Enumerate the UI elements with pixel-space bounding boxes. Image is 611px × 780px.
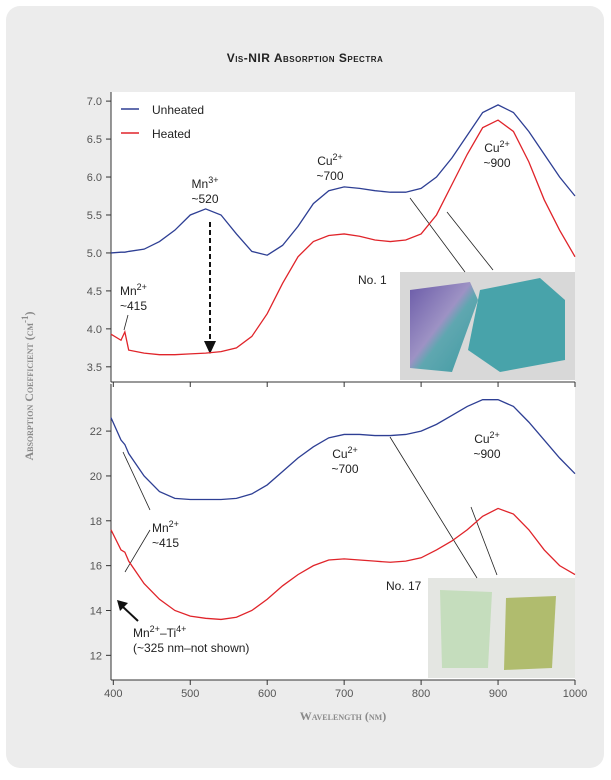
y-tick-label: 5.0: [87, 248, 102, 260]
annotation: ~415: [152, 536, 179, 550]
x-tick-label: 400: [104, 688, 122, 700]
y-tick-label: 3.5: [87, 362, 102, 374]
photo-stone: [440, 590, 492, 668]
y-axis-label: Absorption Coefficient (cm-1): [20, 311, 36, 460]
x-tick-label: 1000: [563, 688, 587, 700]
annotation: ~900: [483, 156, 510, 170]
y-tick-label: 18: [90, 516, 102, 528]
photo-stone: [468, 278, 565, 372]
annotation-part: Cu: [484, 141, 499, 155]
annotation-part: Cu: [317, 154, 332, 168]
annotation-part: Cu: [332, 447, 347, 461]
photo-label: No. 1: [358, 273, 387, 287]
legend-label: Heated: [152, 127, 191, 141]
annotation-part: –Ti: [160, 626, 176, 640]
y-tick-label: 6.5: [87, 134, 102, 146]
annotation: ~415: [120, 299, 147, 313]
y-tick-label: 14: [90, 605, 102, 617]
annotation-part: Mn: [192, 177, 209, 191]
annotation-part: ): [22, 311, 36, 315]
annotation: ~900: [473, 447, 500, 461]
y-tick-label: 4.0: [87, 324, 102, 336]
annotation: ~700: [316, 169, 343, 183]
y-tick-label: 6.0: [87, 172, 102, 184]
y-tick-label: 12: [90, 650, 102, 662]
annotation-part: Cu: [474, 432, 489, 446]
photo-stone: [504, 596, 556, 670]
annotation-part: 2+: [169, 519, 179, 529]
x-tick-label: 500: [181, 688, 199, 700]
x-axis-label: Wavelength (nm): [300, 709, 386, 723]
y-tick-label: 20: [90, 471, 102, 483]
annotation-part: Mn: [133, 626, 150, 640]
annotation: ~520: [191, 192, 218, 206]
annotation-part: 4+: [176, 624, 186, 634]
annotation-part: 2+: [150, 624, 160, 634]
y-tick-label: 5.5: [87, 210, 102, 222]
x-tick-label: 600: [258, 688, 276, 700]
annotation-part: Absorption Coefficient (cm: [22, 323, 36, 461]
annotation-note: (~325 nm–not shown): [133, 641, 249, 655]
photo-label: No. 17: [386, 579, 422, 593]
y-tick-label: 4.5: [87, 286, 102, 298]
annotation-part: 3+: [208, 175, 218, 185]
x-tick-label: 700: [335, 688, 353, 700]
annotation-part: Mn: [152, 521, 169, 535]
figure: 3.5 4.0 4.5 5.0 5.5 6.0 6.5 7.0 Unheated Heated Mn…: [0, 0, 611, 775]
annotation-part: 2+: [490, 430, 500, 440]
annotation-part: 2+: [137, 282, 147, 292]
x-tick-label: 800: [412, 688, 430, 700]
annotation-part: 2+: [333, 152, 343, 162]
annotation: ~700: [331, 462, 358, 476]
y-tick-label: 16: [90, 561, 102, 573]
annotation-part: 2+: [500, 139, 510, 149]
chart-title: Vis-NIR Absorption Spectra: [227, 51, 384, 65]
annotation-part: 2+: [348, 445, 358, 455]
y-tick-label: 7.0: [87, 96, 102, 108]
y-tick-label: 22: [90, 426, 102, 438]
annotation-part: Mn: [120, 284, 137, 298]
legend-label: Unheated: [152, 103, 204, 117]
x-tick-label: 900: [489, 688, 507, 700]
